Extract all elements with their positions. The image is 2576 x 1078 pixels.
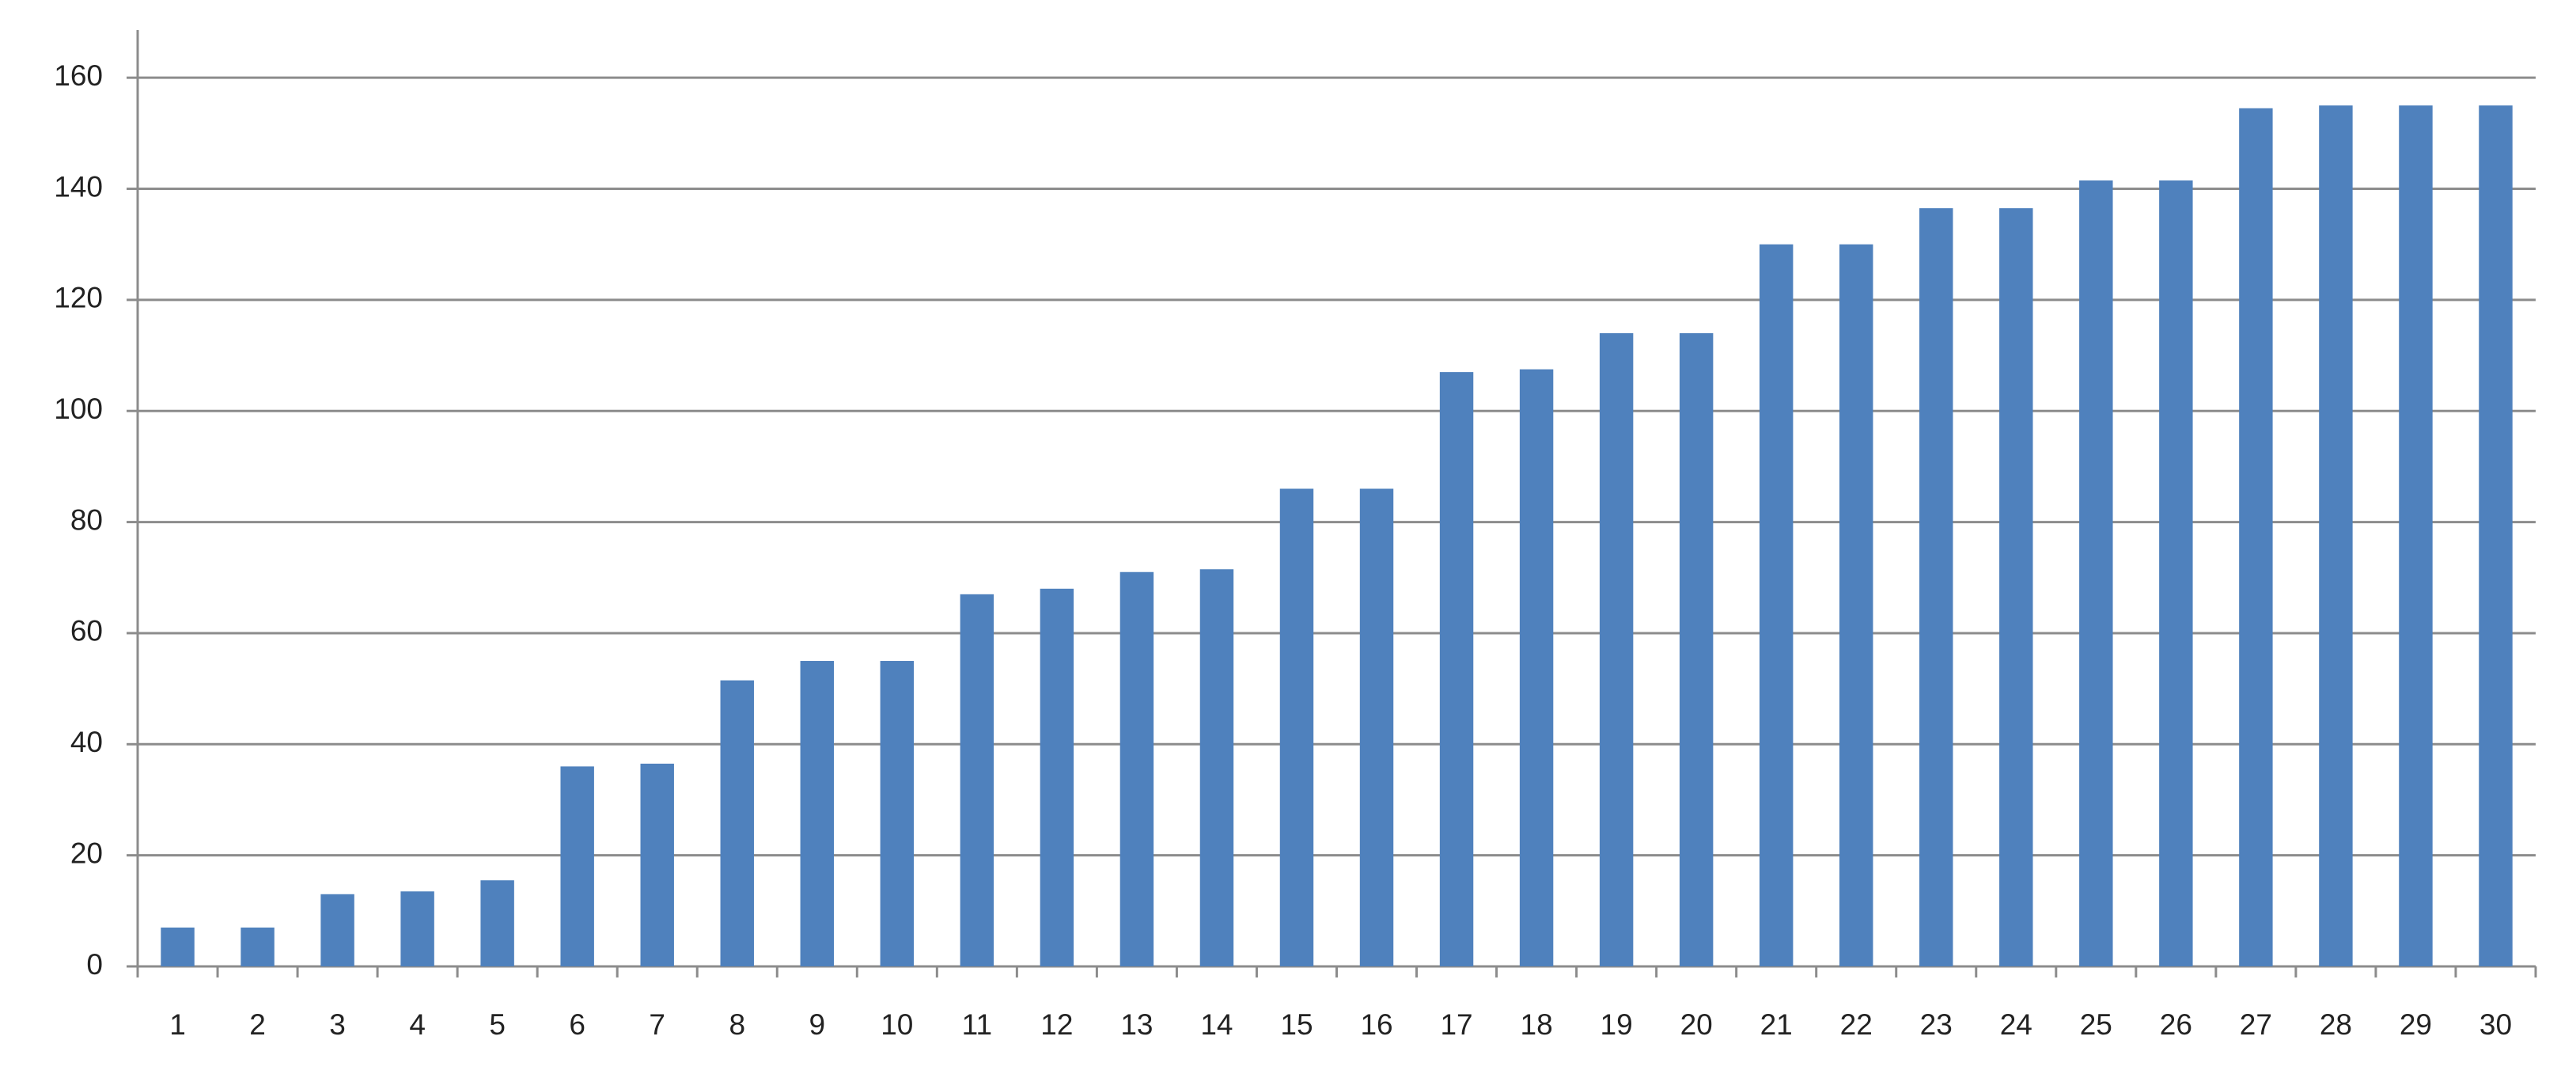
y-tick-label: 160 [54,59,103,92]
x-tick-label: 6 [569,1008,585,1041]
x-tick-label: 14 [1200,1008,1233,1041]
y-tick-label: 100 [54,393,103,425]
bar [1279,488,1314,966]
bar [640,763,674,966]
x-tick-label: 15 [1280,1008,1313,1041]
x-tick-label: 27 [2240,1008,2272,1041]
y-tick-label: 40 [70,726,103,758]
bar [1919,208,1953,966]
bar [1679,332,1714,966]
bar [2479,105,2513,967]
x-tick-label: 23 [1920,1008,1953,1041]
x-tick-label: 16 [1360,1008,1392,1041]
x-tick-label: 26 [2160,1008,2192,1041]
y-tick-label: 60 [70,615,103,647]
bar [1040,588,1074,966]
bar [720,680,754,966]
bar [2239,108,2273,966]
bar [1999,208,2033,966]
x-tick-label: 9 [809,1008,825,1041]
x-tick-label: 25 [2080,1008,2112,1041]
y-tick-label: 20 [70,837,103,869]
y-tick-label: 0 [86,948,103,981]
x-tick-label: 13 [1120,1008,1153,1041]
bar [1439,372,1474,966]
x-tick-label: 28 [2320,1008,2352,1041]
bar [2319,105,2353,967]
bar [241,927,275,966]
x-tick-label: 5 [489,1008,506,1041]
bar [2159,180,2193,967]
x-tick-label: 30 [2479,1008,2512,1041]
bar [560,766,594,966]
bar [2399,105,2433,967]
bar [1519,369,1554,967]
x-tick-label: 3 [329,1008,346,1041]
x-tick-label: 29 [2400,1008,2432,1041]
y-tick-label: 80 [70,503,103,536]
bar [1599,332,1634,966]
x-tick-label: 21 [1760,1008,1793,1041]
bar [1759,244,1794,966]
bar [400,891,434,966]
x-tick-label: 19 [1601,1008,1633,1041]
bar [1199,569,1234,966]
bar [800,661,835,966]
x-tick-label: 18 [1521,1008,1553,1041]
bar [161,927,195,966]
x-tick-label: 7 [649,1008,665,1041]
x-tick-label: 24 [2000,1008,2032,1041]
x-tick-label: 20 [1680,1008,1713,1041]
x-tick-label: 1 [169,1008,186,1041]
bar [480,880,514,966]
x-tick-label: 2 [249,1008,266,1041]
x-tick-label: 4 [409,1008,426,1041]
bar [880,661,915,966]
y-tick-label: 120 [54,282,103,314]
x-tick-label: 22 [1840,1008,1873,1041]
bar [2079,180,2113,967]
bar [1359,488,1394,966]
bar [320,894,354,966]
x-tick-label: 10 [881,1008,913,1041]
x-tick-label: 12 [1040,1008,1073,1041]
bar [1119,571,1154,966]
x-tick-label: 8 [729,1008,745,1041]
bar [960,594,994,966]
y-tick-label: 140 [54,170,103,203]
x-tick-label: 11 [962,1008,992,1041]
bar [1839,244,1873,966]
x-tick-label: 17 [1440,1008,1472,1041]
